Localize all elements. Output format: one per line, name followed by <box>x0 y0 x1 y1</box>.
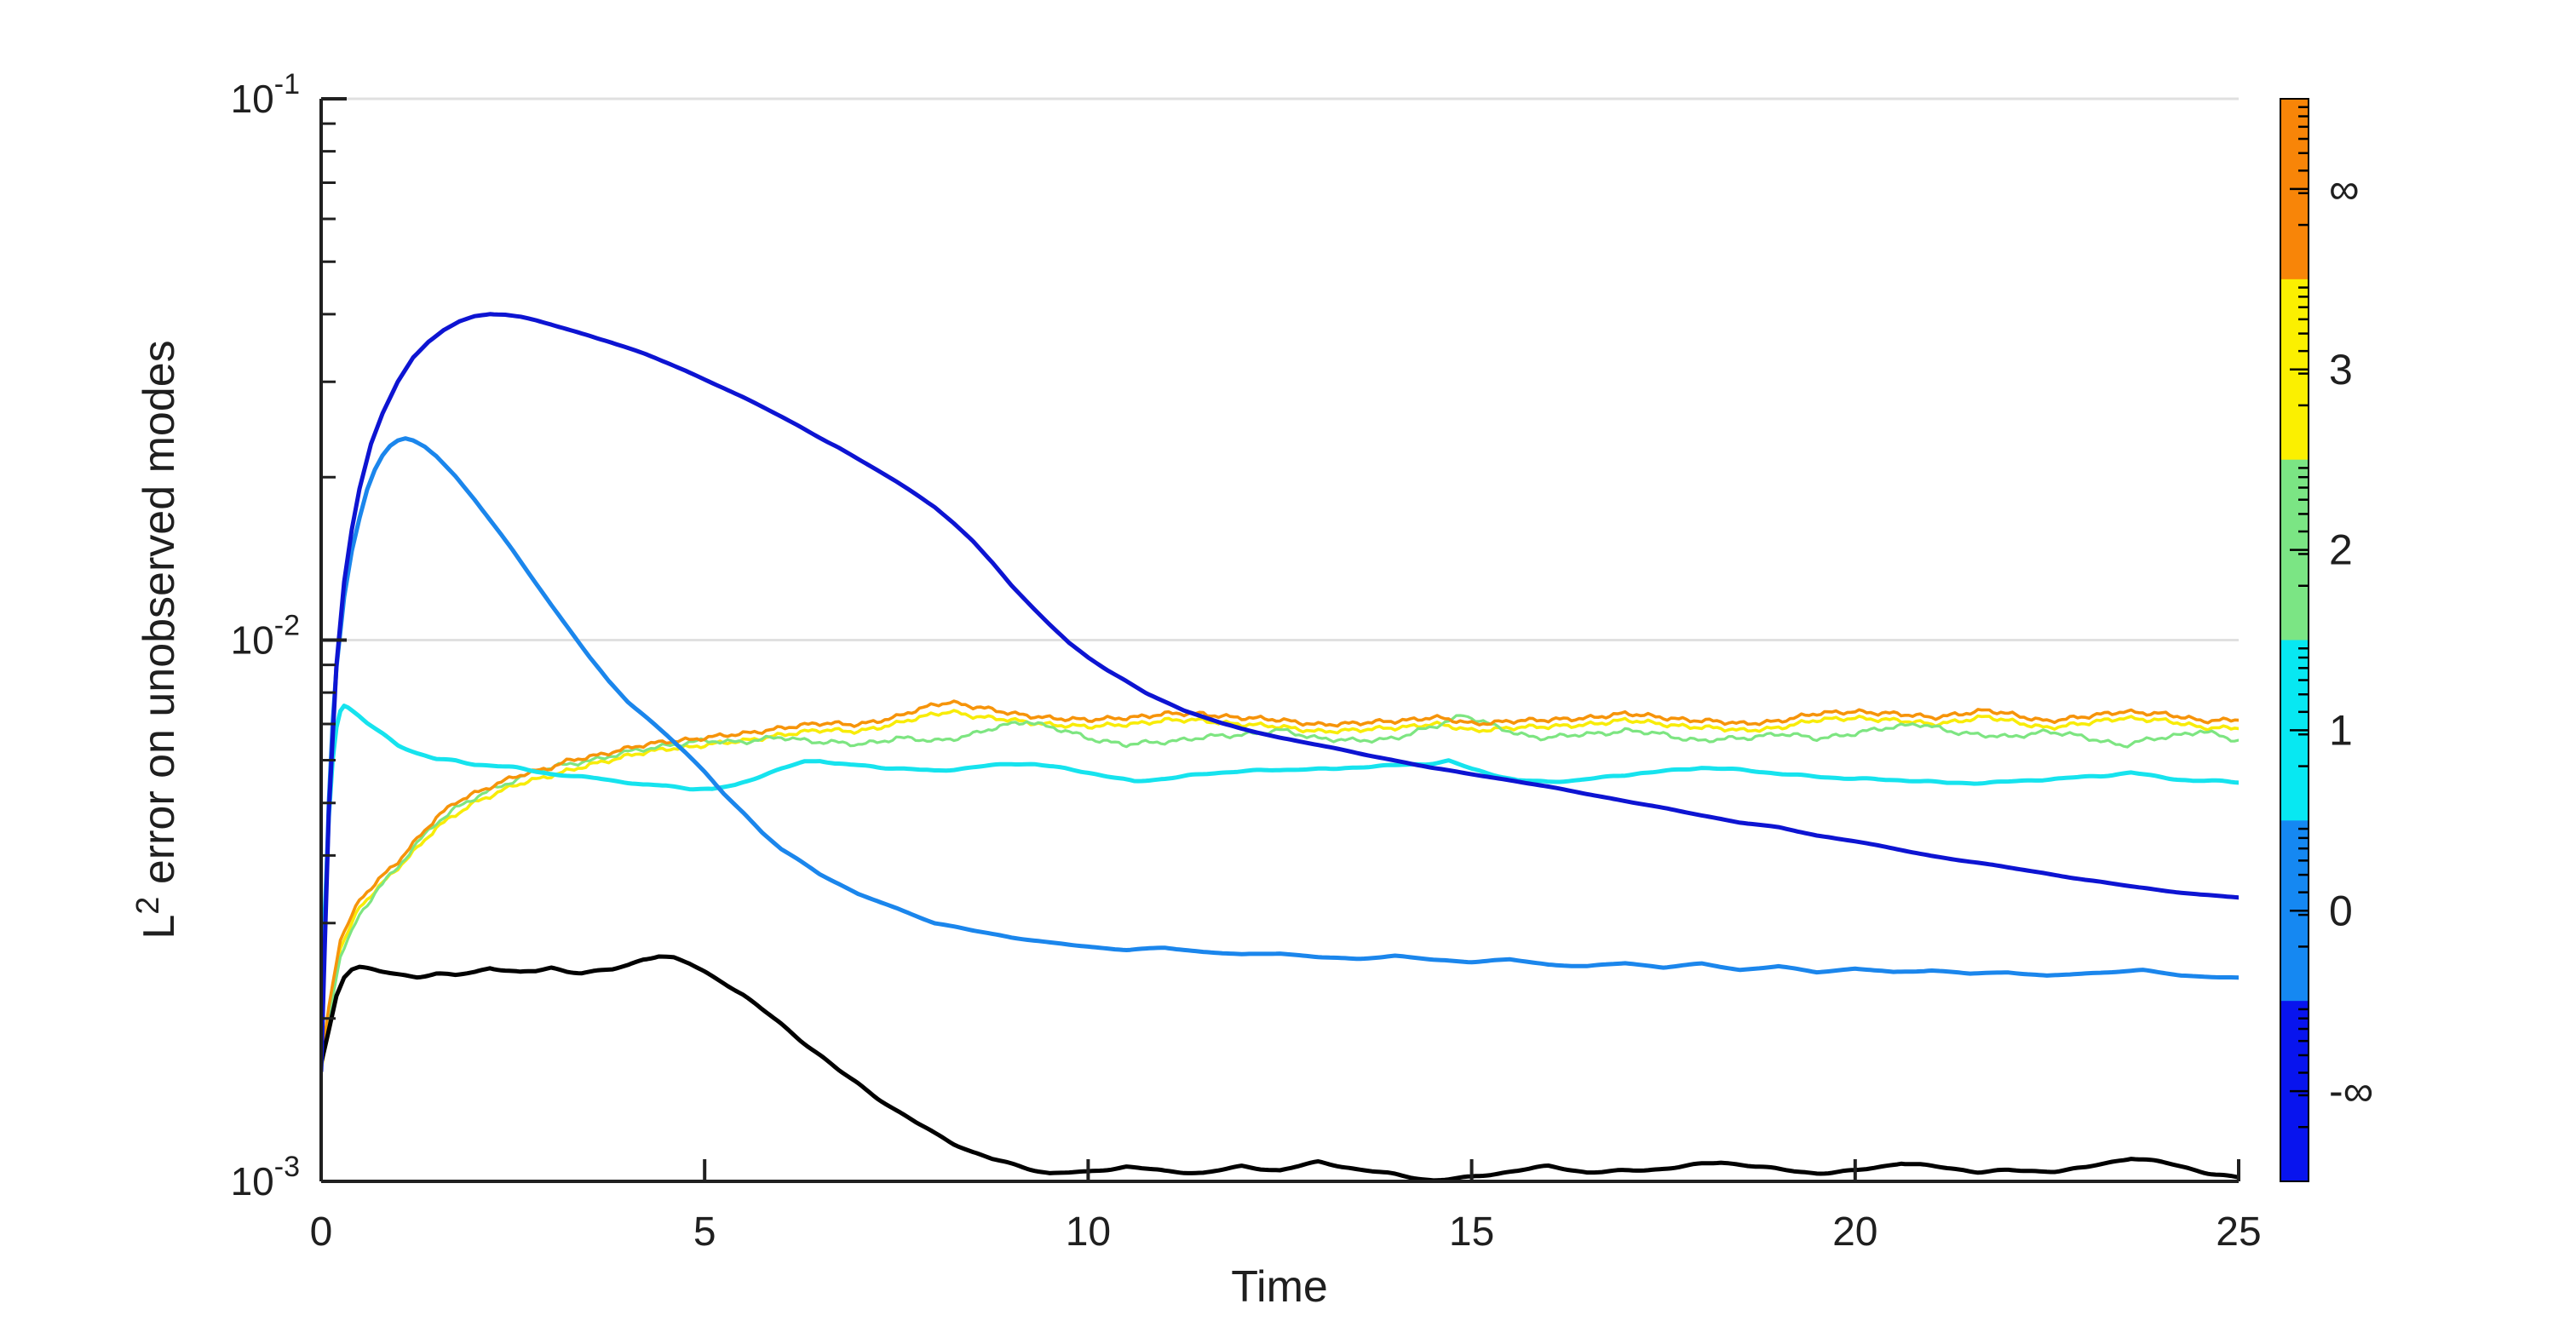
x-tick-label: 25 <box>2216 1209 2261 1255</box>
y-axis-label-rest: error on unobserved modes <box>135 340 184 896</box>
series-line-green <box>321 714 2239 1066</box>
series-lines <box>321 312 2239 1182</box>
x-tick-label: 0 <box>310 1209 333 1255</box>
y-axis-label: L2 error on unobserved modes <box>130 340 184 939</box>
x-tick-label: 20 <box>1832 1209 1877 1255</box>
y-tick-label-part: 10 <box>231 618 274 663</box>
y-tick-label: 10-3 <box>231 1151 300 1203</box>
colorbar-label: 2 <box>2329 526 2353 574</box>
series-line-yellow <box>321 709 2239 1073</box>
colorbar-label: 0 <box>2329 887 2353 934</box>
y-tick-label-part: -1 <box>274 68 300 101</box>
colorbar: ∞ 3 2 1 0 -∞ <box>2280 98 2373 1182</box>
y-tick-label: 10-1 <box>231 68 300 121</box>
colorbar-label: 1 <box>2329 706 2353 754</box>
colorbar-label: -∞ <box>2329 1067 2373 1115</box>
colorbar-border <box>2280 98 2309 1182</box>
series-line-orange <box>321 699 2239 1066</box>
x-tick-label: 15 <box>1449 1209 1494 1255</box>
y-tick-label-part: 10 <box>231 1159 274 1203</box>
grid-lines <box>321 97 2239 641</box>
y-tick-label-part: -3 <box>274 1151 300 1183</box>
axes <box>319 97 2240 1183</box>
x-tick-label: 10 <box>1066 1209 1111 1255</box>
series-line-cyan <box>321 704 2239 1059</box>
y-axis-label-prefix: L <box>135 915 184 939</box>
x-tick-label: 5 <box>693 1209 716 1255</box>
colorbar-label: 3 <box>2329 346 2353 394</box>
series-line-dodger-blue <box>321 436 2239 1073</box>
series-line-black <box>321 954 2239 1182</box>
y-axis-label-superscript: 2 <box>130 897 166 915</box>
y-tick-label: 10-2 <box>231 610 300 663</box>
series-line-navy-blue <box>321 312 2239 1073</box>
colorbar-label: ∞ <box>2329 165 2360 213</box>
y-tick-label-part: -2 <box>274 610 300 642</box>
y-tick-label-part: 10 <box>231 77 274 121</box>
x-axis-label: Time <box>1231 1262 1328 1312</box>
